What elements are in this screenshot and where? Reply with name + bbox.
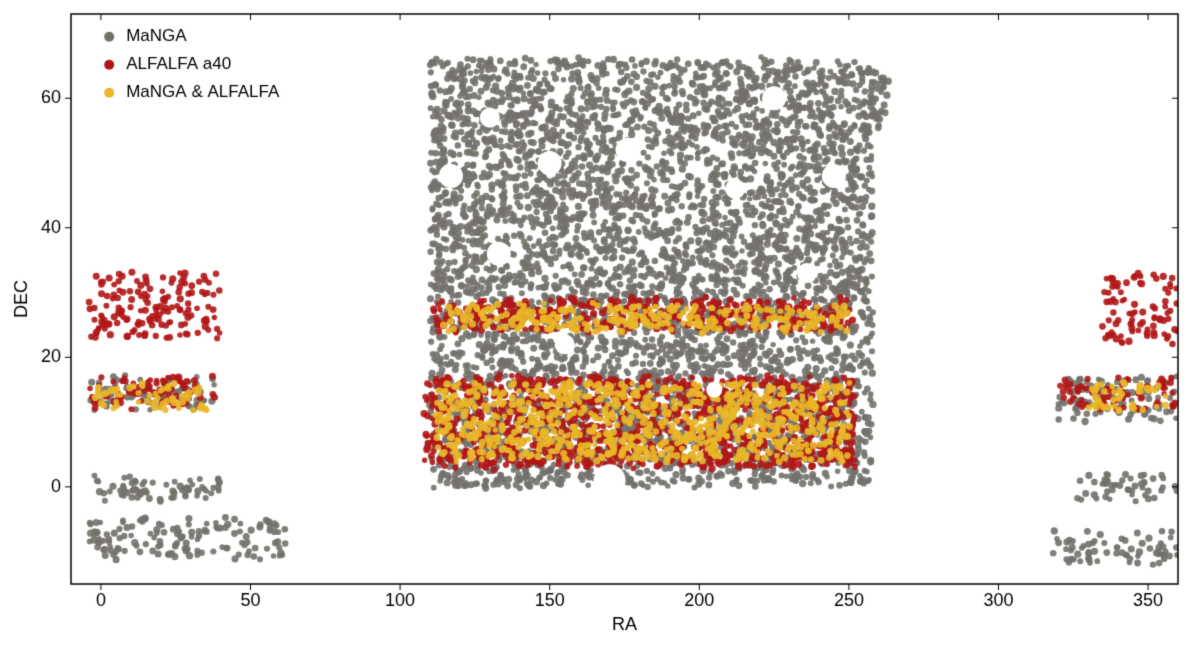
chart-canvas: [0, 0, 1193, 653]
scatter-chart: RA DEC MaNGA ALFALFA a40 MaNGA & ALFALFA: [0, 0, 1193, 653]
